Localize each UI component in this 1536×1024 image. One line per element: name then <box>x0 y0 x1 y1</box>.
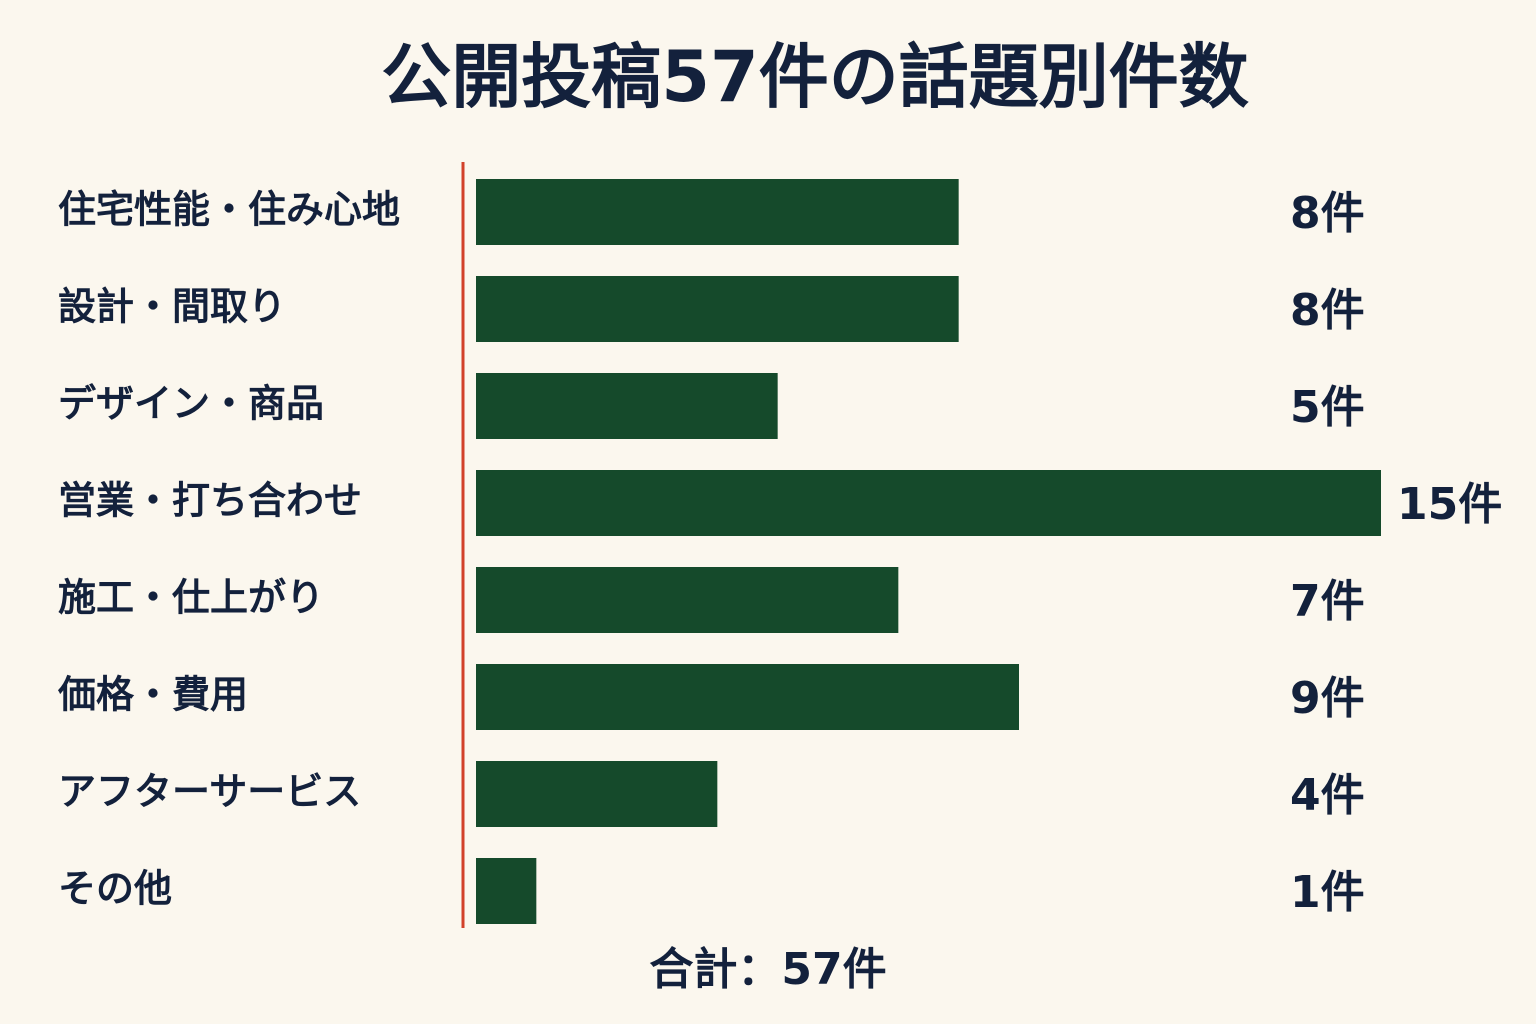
category-label: 営業・打ち合わせ <box>58 479 362 523</box>
category-label: デザイン・商品 <box>58 382 324 426</box>
value-label: 15件 <box>1397 479 1502 530</box>
bar <box>476 761 718 827</box>
bar <box>476 567 899 633</box>
category-label: 価格・費用 <box>57 673 248 717</box>
value-label: 5件 <box>1290 382 1365 433</box>
category-label: アフターサービス <box>58 770 361 814</box>
category-label: 設計・間取り <box>58 285 286 329</box>
bar <box>476 179 959 245</box>
value-label: 1件 <box>1290 867 1365 918</box>
value-label: 8件 <box>1290 285 1365 336</box>
chart-title: 公開投稿57件の話題別件数 <box>381 36 1248 118</box>
bar <box>476 858 537 924</box>
category-label: 住宅性能・住み心地 <box>58 188 400 232</box>
bar <box>476 470 1381 536</box>
category-label: 施工・仕上がり <box>58 576 324 620</box>
bar <box>476 373 778 439</box>
total-label: 合計：57件 <box>649 944 886 995</box>
bar <box>476 276 959 342</box>
value-label: 9件 <box>1290 673 1365 724</box>
value-label: 4件 <box>1290 770 1365 821</box>
category-label: その他 <box>58 867 172 911</box>
value-label: 8件 <box>1290 188 1365 239</box>
value-label: 7件 <box>1290 576 1365 627</box>
bar <box>476 664 1019 730</box>
